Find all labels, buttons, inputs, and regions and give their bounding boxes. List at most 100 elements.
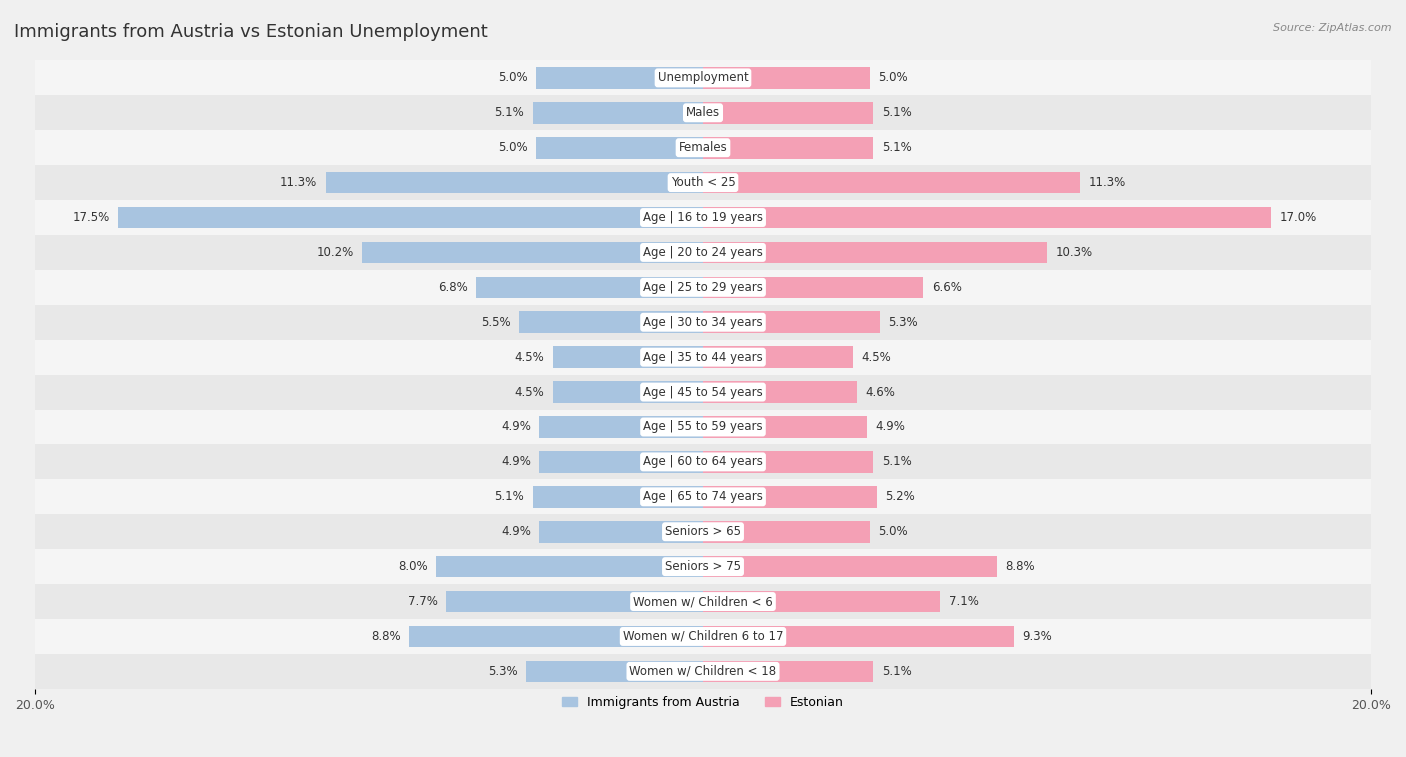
Text: 4.6%: 4.6% — [865, 385, 894, 399]
Text: 4.5%: 4.5% — [515, 350, 544, 363]
Text: Seniors > 65: Seniors > 65 — [665, 525, 741, 538]
Bar — [35, 514, 1371, 549]
Text: 6.8%: 6.8% — [437, 281, 468, 294]
Text: 11.3%: 11.3% — [280, 176, 318, 189]
Bar — [35, 165, 1371, 200]
Text: Age | 20 to 24 years: Age | 20 to 24 years — [643, 246, 763, 259]
Text: Women w/ Children < 18: Women w/ Children < 18 — [630, 665, 776, 678]
Bar — [703, 241, 1047, 263]
Bar — [703, 486, 877, 508]
Bar — [35, 95, 1371, 130]
Text: 5.1%: 5.1% — [882, 106, 911, 120]
Text: Age | 16 to 19 years: Age | 16 to 19 years — [643, 211, 763, 224]
Bar — [35, 549, 1371, 584]
Text: Youth < 25: Youth < 25 — [671, 176, 735, 189]
Bar — [533, 102, 703, 123]
Text: 5.0%: 5.0% — [498, 142, 527, 154]
Text: 10.3%: 10.3% — [1056, 246, 1092, 259]
Bar — [35, 410, 1371, 444]
Text: Age | 35 to 44 years: Age | 35 to 44 years — [643, 350, 763, 363]
Bar — [35, 375, 1371, 410]
Bar — [409, 625, 703, 647]
Text: 8.8%: 8.8% — [371, 630, 401, 643]
Bar — [540, 416, 703, 438]
Text: 5.1%: 5.1% — [495, 491, 524, 503]
Bar — [703, 102, 873, 123]
Bar — [35, 619, 1371, 654]
Bar — [35, 444, 1371, 479]
Text: 4.9%: 4.9% — [501, 525, 531, 538]
Text: Age | 25 to 29 years: Age | 25 to 29 years — [643, 281, 763, 294]
Text: 5.0%: 5.0% — [879, 71, 908, 84]
Text: 5.3%: 5.3% — [889, 316, 918, 329]
Text: 17.5%: 17.5% — [73, 211, 110, 224]
Bar — [118, 207, 703, 229]
Text: Women w/ Children 6 to 17: Women w/ Children 6 to 17 — [623, 630, 783, 643]
Text: 8.8%: 8.8% — [1005, 560, 1035, 573]
Text: 7.1%: 7.1% — [949, 595, 979, 608]
Text: 5.2%: 5.2% — [884, 491, 915, 503]
Bar — [519, 311, 703, 333]
Bar — [703, 311, 880, 333]
Text: 4.9%: 4.9% — [501, 420, 531, 434]
Bar — [35, 479, 1371, 514]
Text: 5.1%: 5.1% — [882, 665, 911, 678]
Bar — [553, 382, 703, 403]
Bar — [35, 270, 1371, 305]
Bar — [536, 137, 703, 158]
Bar — [326, 172, 703, 194]
Text: 5.1%: 5.1% — [882, 142, 911, 154]
Bar — [540, 521, 703, 543]
Bar — [703, 590, 941, 612]
Bar — [703, 207, 1271, 229]
Bar — [35, 654, 1371, 689]
Text: 5.3%: 5.3% — [488, 665, 517, 678]
Bar — [35, 235, 1371, 270]
Text: Source: ZipAtlas.com: Source: ZipAtlas.com — [1274, 23, 1392, 33]
Text: 17.0%: 17.0% — [1279, 211, 1316, 224]
Bar — [703, 416, 866, 438]
Text: Unemployment: Unemployment — [658, 71, 748, 84]
Bar — [703, 661, 873, 682]
Text: 6.6%: 6.6% — [932, 281, 962, 294]
Text: Age | 30 to 34 years: Age | 30 to 34 years — [643, 316, 763, 329]
Text: Women w/ Children < 6: Women w/ Children < 6 — [633, 595, 773, 608]
Bar — [703, 137, 873, 158]
Legend: Immigrants from Austria, Estonian: Immigrants from Austria, Estonian — [557, 691, 849, 714]
Bar — [35, 200, 1371, 235]
Text: 5.1%: 5.1% — [882, 456, 911, 469]
Bar — [363, 241, 703, 263]
Text: 4.9%: 4.9% — [501, 456, 531, 469]
Bar — [536, 67, 703, 89]
Bar — [703, 451, 873, 472]
Bar — [533, 486, 703, 508]
Bar — [35, 130, 1371, 165]
Bar — [703, 67, 870, 89]
Text: 4.5%: 4.5% — [862, 350, 891, 363]
Text: 11.3%: 11.3% — [1088, 176, 1126, 189]
Text: 5.5%: 5.5% — [481, 316, 510, 329]
Bar — [35, 61, 1371, 95]
Bar — [526, 661, 703, 682]
Text: 5.1%: 5.1% — [495, 106, 524, 120]
Text: 4.9%: 4.9% — [875, 420, 905, 434]
Text: Immigrants from Austria vs Estonian Unemployment: Immigrants from Austria vs Estonian Unem… — [14, 23, 488, 41]
Bar — [475, 276, 703, 298]
Bar — [703, 556, 997, 578]
Text: 8.0%: 8.0% — [398, 560, 427, 573]
Text: 9.3%: 9.3% — [1022, 630, 1052, 643]
Text: Females: Females — [679, 142, 727, 154]
Bar — [703, 172, 1080, 194]
Text: Age | 45 to 54 years: Age | 45 to 54 years — [643, 385, 763, 399]
Text: 10.2%: 10.2% — [316, 246, 354, 259]
Bar — [446, 590, 703, 612]
Bar — [703, 276, 924, 298]
Text: Age | 55 to 59 years: Age | 55 to 59 years — [643, 420, 763, 434]
Text: Males: Males — [686, 106, 720, 120]
Text: Age | 60 to 64 years: Age | 60 to 64 years — [643, 456, 763, 469]
Bar — [35, 305, 1371, 340]
Text: 4.5%: 4.5% — [515, 385, 544, 399]
Bar — [703, 521, 870, 543]
Bar — [540, 451, 703, 472]
Text: 5.0%: 5.0% — [879, 525, 908, 538]
